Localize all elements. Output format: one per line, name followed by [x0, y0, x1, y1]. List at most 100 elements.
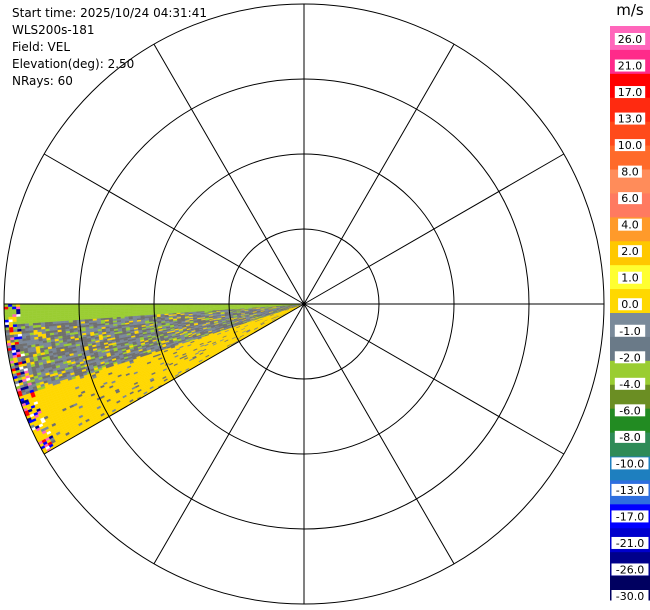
velocity-cell: [87, 311, 93, 314]
colorbar-tick-label: 0.0: [621, 298, 639, 311]
velocity-cell: [119, 305, 125, 308]
velocity-cell: [48, 317, 53, 320]
velocity-cell: [60, 318, 65, 322]
velocity-cell: [139, 309, 145, 312]
colorbar-tick-label: 13.0: [618, 113, 643, 126]
velocity-cell: [12, 321, 17, 325]
velocity-cell: [155, 305, 161, 307]
velocity-cell: [12, 326, 18, 330]
instrument-label: WLS200s-181: [12, 23, 95, 37]
velocity-cell: [28, 318, 33, 321]
velocity-cell: [47, 310, 53, 314]
velocity-cell: [3, 311, 9, 315]
colorbar-tick-label: -17.0: [616, 510, 644, 523]
velocity-cell: [12, 313, 17, 317]
velocity-cell: [63, 307, 69, 311]
colorbar-tick-label: -8.0: [619, 431, 640, 444]
velocity-cell: [8, 314, 13, 318]
velocity-cell: [63, 312, 69, 315]
velocity-cell: [16, 318, 21, 322]
start-time-label: Start time: 2025/10/24 04:31:41: [12, 6, 207, 20]
velocity-cell: [80, 315, 85, 318]
colorbar-tick-label: 17.0: [618, 86, 643, 99]
velocity-cell: [120, 311, 125, 314]
colorbar-tick-label: 8.0: [621, 166, 639, 179]
velocity-cell: [127, 309, 133, 312]
velocity-cell: [67, 311, 73, 315]
velocity-cell: [43, 306, 49, 309]
colorbar-tick-label: -6.0: [619, 404, 640, 417]
velocity-cell: [8, 321, 13, 325]
velocity-cell: [95, 309, 101, 312]
velocity-cell: [36, 317, 41, 321]
velocity-cell: [44, 317, 49, 321]
velocity-cell: [8, 319, 13, 323]
velocity-cell: [11, 308, 17, 312]
velocity-cell: [12, 328, 18, 333]
velocity-cell: [8, 316, 13, 320]
velocity-cell: [115, 305, 121, 308]
velocity-cell: [24, 323, 30, 327]
velocity-cell: [12, 318, 17, 322]
velocity-cell: [23, 308, 29, 312]
velocity-cell: [48, 314, 53, 318]
velocity-cell: [27, 306, 33, 309]
velocity-cell: [16, 323, 22, 327]
colorbar-tick-label: 2.0: [621, 245, 639, 258]
velocity-cell: [4, 321, 9, 326]
colorbar-tick-label: -1.0: [619, 325, 640, 338]
velocity-cell: [64, 314, 69, 317]
colorbar-tick-label: 21.0: [618, 60, 643, 73]
azimuth-radial: [303, 153, 565, 305]
velocity-cell: [111, 305, 117, 308]
velocity-cell: [115, 308, 121, 311]
velocity-sector: [3, 303, 301, 455]
velocity-cell: [15, 306, 21, 310]
velocity-cell: [44, 315, 49, 318]
velocity-cell: [60, 314, 65, 317]
velocity-cell: [7, 308, 13, 312]
velocity-cell: [139, 305, 145, 308]
velocity-cell: [136, 311, 141, 313]
velocity-cell: [19, 311, 25, 315]
velocity-cell: [83, 309, 89, 312]
velocity-cell: [119, 306, 125, 309]
velocity-cell: [40, 317, 45, 321]
velocity-cell: [23, 306, 29, 310]
velocity-cell: [48, 312, 53, 316]
velocity-cell: [16, 321, 21, 325]
velocity-cell: [31, 310, 37, 314]
velocity-cell: [111, 310, 117, 313]
azimuth-radial: [303, 303, 565, 455]
velocity-cell: [32, 313, 37, 317]
velocity-cell: [36, 315, 41, 319]
velocity-cell: [163, 306, 169, 308]
velocity-cell: [11, 311, 17, 315]
velocity-cell: [31, 306, 37, 309]
velocity-cell: [79, 305, 85, 309]
velocity-cell: [131, 305, 137, 308]
velocity-cell: [35, 310, 41, 314]
velocity-cell: [15, 311, 21, 315]
velocity-cell: [83, 307, 89, 310]
velocity-cell: [55, 305, 61, 309]
colorbar-tick-label: -30.0: [616, 590, 644, 603]
velocity-cell: [16, 326, 22, 330]
velocity-cell: [60, 316, 65, 320]
velocity-cell: [15, 308, 21, 312]
velocity-cell: [12, 316, 17, 320]
velocity-cell: [20, 323, 26, 327]
velocity-cell: [24, 325, 30, 329]
velocity-cell: [107, 307, 113, 310]
velocity-cell: [83, 305, 89, 308]
velocity-cell: [127, 306, 133, 309]
velocity-cell: [40, 319, 45, 323]
velocity-cell: [59, 305, 65, 309]
azimuth-radial: [303, 43, 455, 305]
colorbar-tick-label: -4.0: [619, 378, 640, 391]
velocity-cell: [107, 305, 113, 308]
velocity-cell: [175, 304, 181, 307]
velocity-cell: [16, 316, 21, 320]
velocity-cell: [71, 307, 77, 311]
